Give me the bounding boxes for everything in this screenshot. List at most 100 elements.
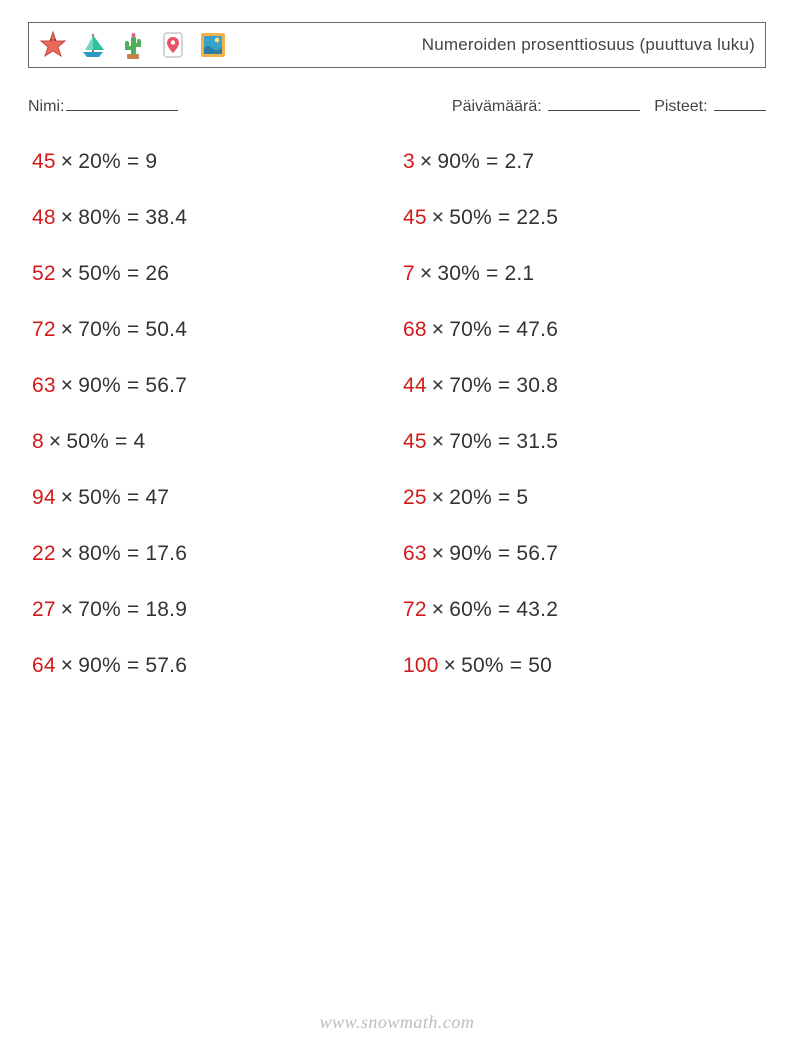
score-field: Pisteet: (654, 94, 766, 116)
date-label: Päivämäärä: (452, 98, 542, 115)
problem-item: 48×80% = 38.4 (32, 206, 391, 230)
problem-item: 22×80% = 17.6 (32, 542, 391, 566)
score-blank (714, 94, 766, 111)
problems-grid: 45×20% = 93×90% = 2.748×80% = 38.445×50%… (28, 150, 766, 678)
missing-number: 48 (32, 206, 56, 230)
times-symbol: × (56, 486, 78, 510)
problem-item: 63×90% = 56.7 (403, 542, 762, 566)
times-symbol: × (427, 374, 449, 398)
times-symbol: × (427, 598, 449, 622)
missing-number: 25 (403, 486, 427, 510)
wave-photo-icon (197, 29, 229, 61)
expression-rest: 90% = 56.7 (78, 374, 187, 398)
problem-item: 44×70% = 30.8 (403, 374, 762, 398)
footer-watermark: www.snowmath.com (0, 1012, 794, 1033)
times-symbol: × (56, 318, 78, 342)
times-symbol: × (439, 654, 461, 678)
expression-rest: 90% = 56.7 (449, 542, 558, 566)
times-symbol: × (56, 374, 78, 398)
times-symbol: × (415, 150, 437, 174)
problem-item: 3×90% = 2.7 (403, 150, 762, 174)
problem-item: 45×70% = 31.5 (403, 430, 762, 454)
missing-number: 64 (32, 654, 56, 678)
times-symbol: × (427, 206, 449, 230)
problem-item: 100×50% = 50 (403, 654, 762, 678)
name-blank (66, 94, 178, 111)
times-symbol: × (427, 430, 449, 454)
times-symbol: × (56, 542, 78, 566)
date-blank (548, 94, 640, 111)
missing-number: 63 (32, 374, 56, 398)
expression-rest: 90% = 2.7 (437, 150, 534, 174)
expression-rest: 50% = 26 (78, 262, 169, 286)
problem-item: 52×50% = 26 (32, 262, 391, 286)
problem-item: 45×20% = 9 (32, 150, 391, 174)
header-box: Numeroiden prosenttiosuus (puuttuva luku… (28, 22, 766, 68)
missing-number: 22 (32, 542, 56, 566)
expression-rest: 30% = 2.1 (437, 262, 534, 286)
missing-number: 72 (403, 598, 427, 622)
map-pin-icon (157, 29, 189, 61)
times-symbol: × (427, 318, 449, 342)
expression-rest: 80% = 38.4 (78, 206, 187, 230)
times-symbol: × (56, 654, 78, 678)
missing-number: 27 (32, 598, 56, 622)
expression-rest: 50% = 22.5 (449, 206, 558, 230)
problem-item: 94×50% = 47 (32, 486, 391, 510)
missing-number: 63 (403, 542, 427, 566)
expression-rest: 20% = 5 (449, 486, 528, 510)
problem-item: 68×70% = 47.6 (403, 318, 762, 342)
expression-rest: 80% = 17.6 (78, 542, 187, 566)
expression-rest: 70% = 18.9 (78, 598, 187, 622)
expression-rest: 50% = 4 (66, 430, 145, 454)
problem-item: 27×70% = 18.9 (32, 598, 391, 622)
missing-number: 8 (32, 430, 44, 454)
name-label: Nimi: (28, 98, 64, 116)
problem-item: 8×50% = 4 (32, 430, 391, 454)
expression-rest: 70% = 31.5 (449, 430, 558, 454)
header-icon-row (37, 29, 229, 61)
expression-rest: 70% = 30.8 (449, 374, 558, 398)
missing-number: 45 (403, 430, 427, 454)
expression-rest: 50% = 47 (78, 486, 169, 510)
problem-item: 63×90% = 56.7 (32, 374, 391, 398)
expression-rest: 60% = 43.2 (449, 598, 558, 622)
missing-number: 68 (403, 318, 427, 342)
expression-rest: 70% = 47.6 (449, 318, 558, 342)
starfish-icon (37, 29, 69, 61)
missing-number: 44 (403, 374, 427, 398)
expression-rest: 70% = 50.4 (78, 318, 187, 342)
times-symbol: × (427, 542, 449, 566)
times-symbol: × (56, 206, 78, 230)
missing-number: 72 (32, 318, 56, 342)
problem-item: 64×90% = 57.6 (32, 654, 391, 678)
problem-item: 45×50% = 22.5 (403, 206, 762, 230)
date-field: Päivämäärä: (452, 94, 640, 116)
problem-item: 72×70% = 50.4 (32, 318, 391, 342)
expression-rest: 50% = 50 (461, 654, 552, 678)
score-label: Pisteet: (654, 98, 707, 115)
missing-number: 52 (32, 262, 56, 286)
expression-rest: 90% = 57.6 (78, 654, 187, 678)
missing-number: 45 (32, 150, 56, 174)
missing-number: 45 (403, 206, 427, 230)
problem-item: 72×60% = 43.2 (403, 598, 762, 622)
times-symbol: × (415, 262, 437, 286)
problem-item: 25×20% = 5 (403, 486, 762, 510)
worksheet-title: Numeroiden prosenttiosuus (puuttuva luku… (422, 35, 755, 55)
missing-number: 100 (403, 654, 439, 678)
times-symbol: × (56, 598, 78, 622)
missing-number: 3 (403, 150, 415, 174)
cactus-icon (117, 29, 149, 61)
times-symbol: × (44, 430, 66, 454)
times-symbol: × (56, 262, 78, 286)
missing-number: 7 (403, 262, 415, 286)
times-symbol: × (427, 486, 449, 510)
sailboat-icon (77, 29, 109, 61)
info-row: Nimi: Päivämäärä: Pisteet: (28, 94, 766, 116)
missing-number: 94 (32, 486, 56, 510)
problem-item: 7×30% = 2.1 (403, 262, 762, 286)
expression-rest: 20% = 9 (78, 150, 157, 174)
name-field: Nimi: (28, 94, 178, 116)
times-symbol: × (56, 150, 78, 174)
